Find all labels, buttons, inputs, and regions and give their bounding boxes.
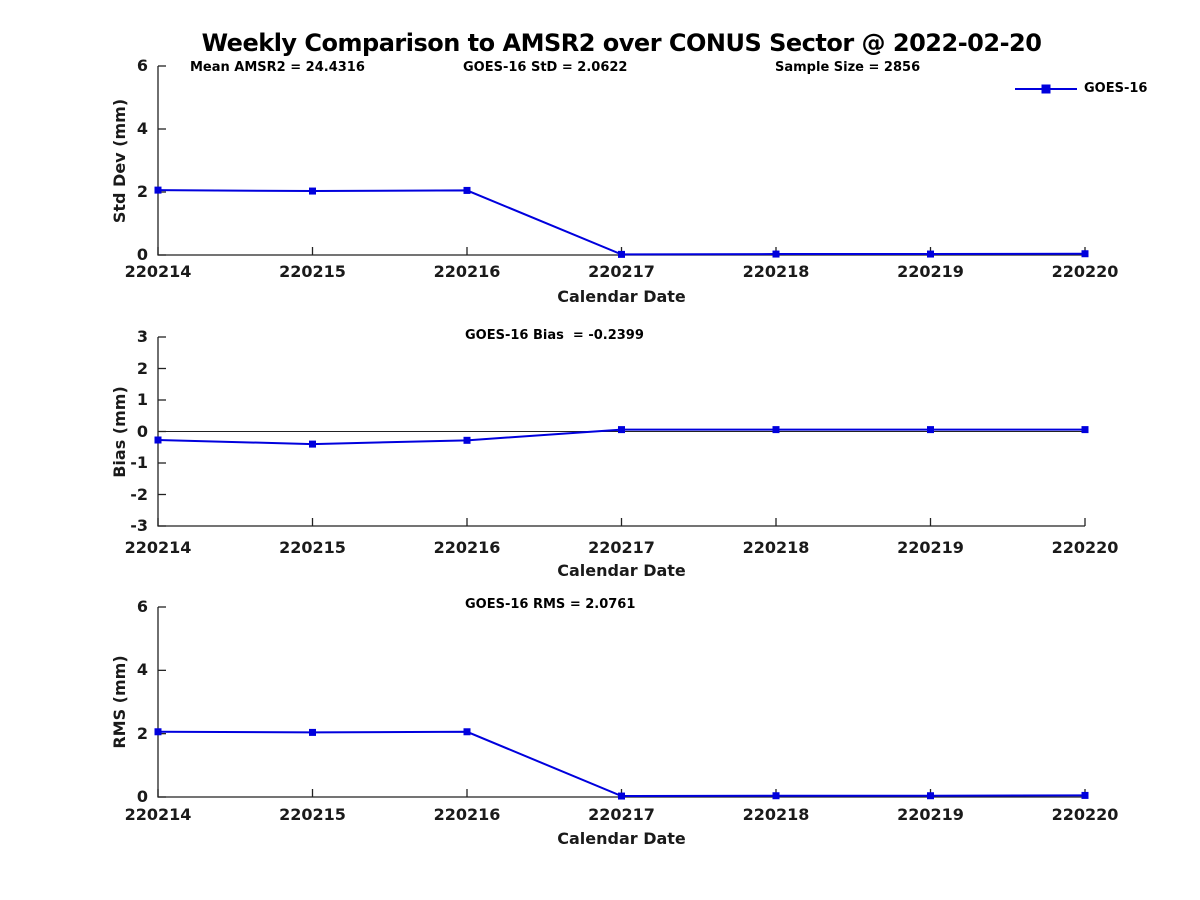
std-dev-panel-annotation: Sample Size = 2856 [775,60,921,75]
bias-panel-xtick-label: 220220 [1051,538,1119,557]
bias-panel-ytick-label: 1 [136,390,148,409]
rms-panel-xtick-label: 220216 [433,805,501,824]
std-dev-panel-annotation: Mean AMSR2 = 24.4316 [190,60,365,75]
rms-panel-marker [772,792,780,800]
rms-panel-axes [157,607,1085,798]
bias-panel-marker [772,426,780,434]
std-dev-panel-marker [618,250,625,258]
std-dev-panel-marker [309,187,316,195]
std-dev-panel-xtick-label: 220214 [124,262,192,281]
rms-panel-xtick-label: 220219 [897,805,964,824]
std-dev-panel-xtick-label: 220218 [742,262,810,281]
std-dev-panel-xtick-label: 220216 [433,262,501,281]
std-dev-panel-y-axis-label: Std Dev (mm) [110,98,129,223]
rms-panel-annotation: GOES-16 RMS = 2.0761 [465,597,636,612]
std-dev-panel-x-axis-label: Calendar Date [557,287,686,306]
bias-panel-marker [463,436,471,444]
bias-panel-y-axis-label: Bias (mm) [110,385,129,478]
std-dev-panel-ytick-label: 0 [136,245,148,264]
rms-panel-xtick-label: 220218 [742,805,810,824]
chart-title: Weekly Comparison to AMSR2 over CONUS Se… [201,29,1042,57]
std-dev-panel-annotation: GOES-16 StD = 2.0622 [463,60,628,75]
bias-panel-xtick-label: 220215 [279,538,346,557]
rms-panel-series-line [157,730,1086,798]
bias-panel-xtick-label: 220217 [588,538,655,557]
bias-panel-ytick-label: 0 [136,421,148,441]
rms-panel-ytick-label: 4 [136,660,148,680]
rms-panel-y-axis-label: RMS (mm) [110,655,129,749]
bias-panel-ytick-label: -2 [130,484,148,504]
bias-panel-x-axis-label: Calendar Date [557,561,686,580]
bias-panel-ytick-label: -1 [130,453,148,472]
bias-panel-marker [154,436,162,444]
std-dev-panel-marker [927,250,934,258]
rms-panel-x-axis-label: Calendar Date [557,829,686,848]
rms-panel-marker [463,728,471,736]
rms-panel-ytick-label: 0 [136,787,148,806]
std-dev-panel-ytick-label: 6 [136,56,148,75]
rms-panel-xtick-label: 220217 [588,805,655,824]
legend: GOES-16 [1015,81,1147,96]
std-dev-panel-marker [772,250,780,258]
rms-panel-marker [309,728,316,736]
std-dev-panel-xtick-label: 220220 [1051,262,1119,281]
legend-label: GOES-16 [1084,81,1148,96]
bias-panel-xtick-label: 220216 [433,538,501,557]
std-dev-panel-series-line [157,189,1086,256]
std-dev-panel-xtick-label: 220219 [897,262,964,281]
std-dev-panel-axes [157,66,1085,256]
rms-panel-marker [618,792,625,800]
bias-panel-ytick-label: 2 [136,358,148,378]
std-dev-panel-marker [1081,250,1089,258]
bias-panel-xtick-label: 220219 [897,538,964,557]
bias-panel-annotation: GOES-16 Bias = -0.2399 [465,328,644,343]
rms-panel-xtick-label: 220220 [1051,805,1119,824]
std-dev-panel-marker [154,186,162,194]
rms-panel-marker [1081,791,1089,799]
std-dev-panel-xtick-label: 220217 [588,262,655,281]
rms-panel-marker [154,728,162,736]
bias-panel-ytick-label: -3 [130,516,148,535]
std-dev-panel-marker [463,186,471,194]
legend-line-icon [1015,84,1077,93]
bias-panel-ytick-label: 3 [136,327,148,346]
bias-panel-marker [927,426,934,434]
rms-panel-ytick-label: 2 [136,723,148,743]
std-dev-panel-ytick-label: 2 [136,182,148,201]
bias-panel-marker [309,440,316,448]
rms-panel-marker [927,792,934,800]
std-dev-panel-xtick-label: 220215 [279,262,346,281]
bias-panel-marker [1081,426,1089,434]
std-dev-panel-ytick-label: 4 [136,119,148,138]
bias-panel-xtick-label: 220218 [742,538,810,557]
rms-panel-ytick-label: 6 [136,597,148,616]
bias-panel-marker [618,426,625,434]
bias-panel-xtick-label: 220214 [124,538,192,557]
rms-panel-xtick-label: 220215 [279,805,346,824]
rms-panel-xtick-label: 220214 [124,805,192,824]
